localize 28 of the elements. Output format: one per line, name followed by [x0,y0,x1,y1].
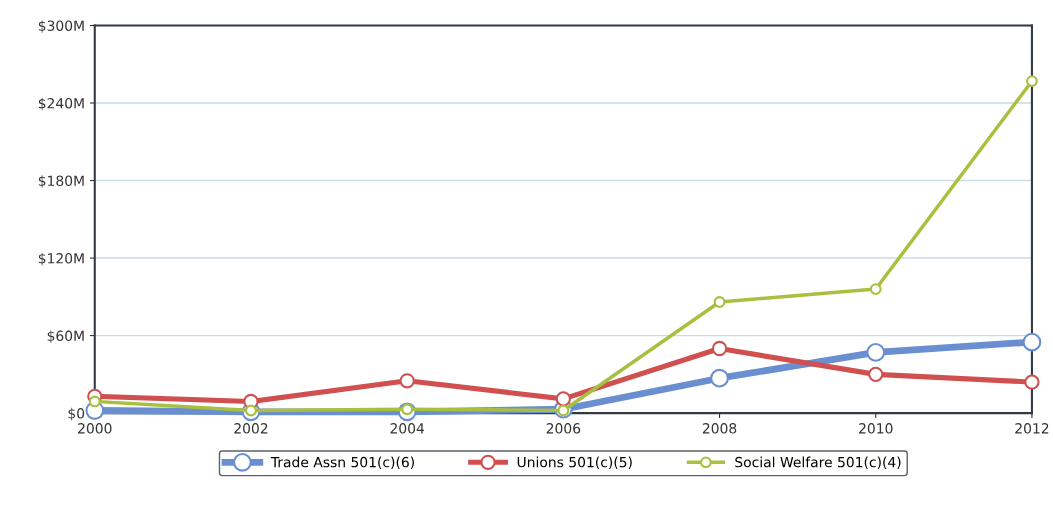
point [1024,374,1040,390]
point [1022,332,1042,352]
y-tick-label: $240M [38,97,84,111]
x-tick-label: 2000 [78,423,112,434]
legend-label: Social Welfare 501(c)(4) [735,456,901,469]
y-tick-label: $60M [47,330,84,343]
x-tick-label: 2012 [1015,423,1049,434]
x-tick-label: 2004 [390,423,425,434]
point [88,395,101,408]
point [869,283,882,295]
x-tick-label: 2002 [234,423,268,434]
point [868,366,884,382]
y-tick-label: $120M [38,252,84,266]
point [399,373,415,389]
y-tick-label: $180M [38,175,84,188]
point [711,340,728,357]
point [555,391,571,407]
x-tick-label: 2008 [702,423,737,434]
point [713,296,726,308]
x-tick-label: 2006 [546,423,581,434]
legend-label: Unions 501(c)(5) [517,456,632,469]
y-tick-label: $300M [38,20,84,33]
point [710,368,729,388]
x-tick-label: 2010 [859,423,893,434]
y-tick-label: $0 [68,407,85,421]
point [866,343,886,362]
point [1026,75,1038,87]
legend-label: Trade Assn 501(c)(6) [270,456,414,469]
